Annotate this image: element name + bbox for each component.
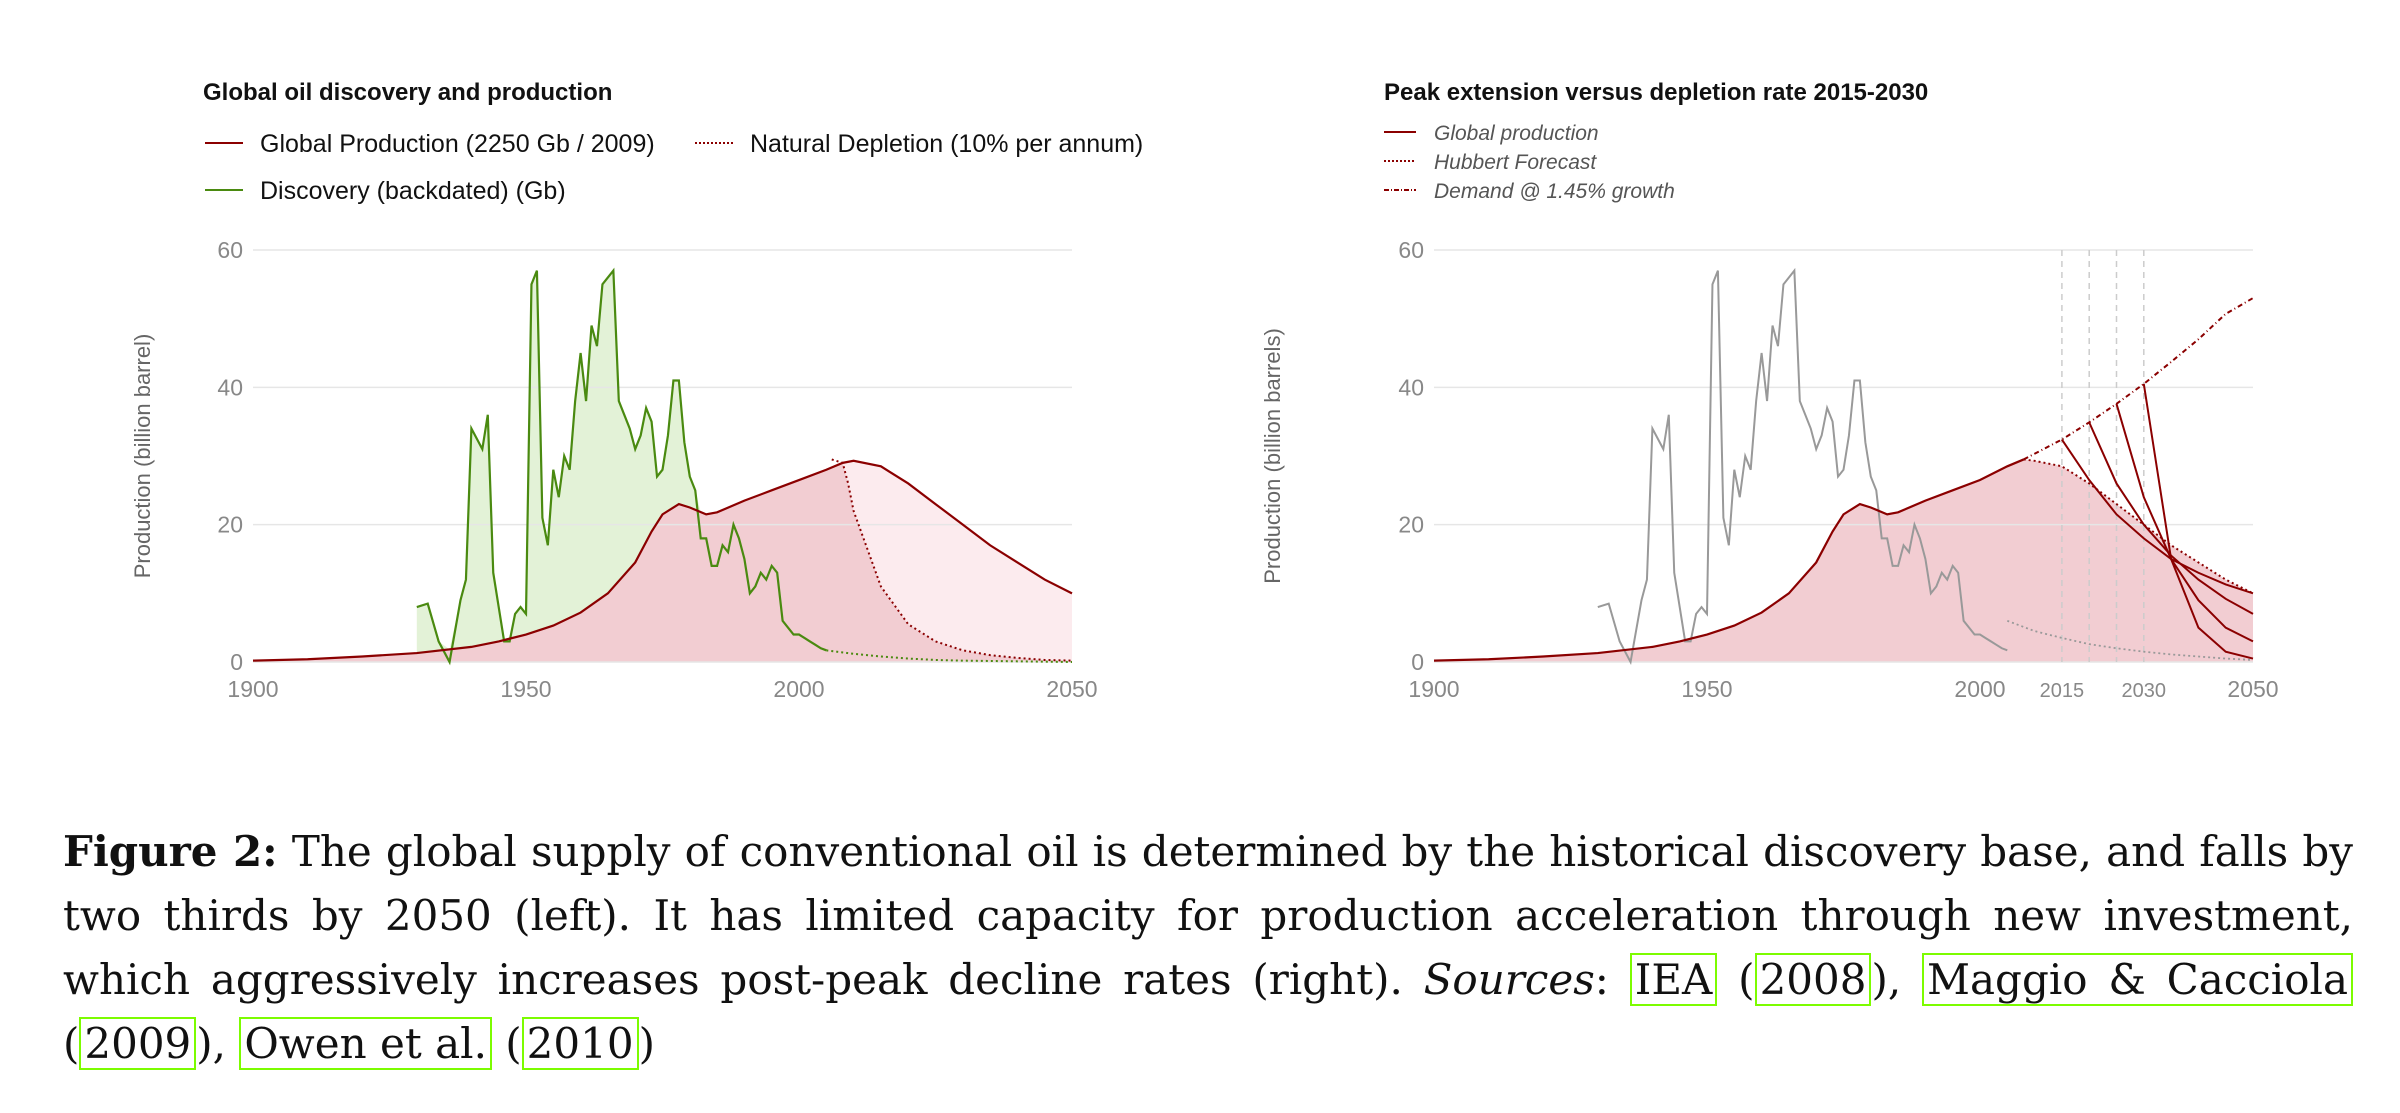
cite-iea-year[interactable]: 2008 xyxy=(1754,953,1872,1006)
post-peak-extension-area xyxy=(831,459,1072,661)
legend-label: Global Production (2250 Gb / 2009) xyxy=(260,130,655,158)
y-axis-label: Production (billion barrels) xyxy=(1260,328,1285,584)
y-axis-label: Production (billion barrel) xyxy=(130,334,155,579)
demand-line xyxy=(2023,297,2254,461)
cite-owen-year[interactable]: 2010 xyxy=(521,1017,639,1070)
x-tick-label: 2050 xyxy=(1046,676,1097,702)
y-tick-label: 0 xyxy=(1411,649,1424,675)
caption-text: The global supply of conventional oil is… xyxy=(63,827,2353,1004)
legend-label: Hubbert Forecast xyxy=(1434,151,1597,174)
cite-iea[interactable]: IEA xyxy=(1629,953,1718,1006)
legend-label: Global production xyxy=(1434,122,1599,145)
y-tick-label: 60 xyxy=(217,237,243,263)
discovery-tail-line xyxy=(2006,619,2254,661)
figure-charts: 0 20 40 60 1900 1950 2000 2050 Production (billi… xyxy=(130,79,2279,702)
chart-title: Peak extension versus depletion rate 201… xyxy=(1384,79,1928,106)
sources-label: Sources xyxy=(1423,955,1595,1004)
x-tick-label: 1950 xyxy=(500,676,551,702)
caption-sep: : xyxy=(1594,955,1630,1004)
paren: ) xyxy=(638,1019,655,1068)
caption-label: Figure 2: xyxy=(63,827,278,876)
y-tick-label: 20 xyxy=(217,512,243,538)
cite-maggio-year[interactable]: 2009 xyxy=(79,1017,197,1070)
x-tick-label: 2000 xyxy=(773,676,824,702)
y-tick-label: 20 xyxy=(1398,512,1424,538)
extension-decline-line xyxy=(2142,383,2254,660)
paren: ), xyxy=(1871,955,1923,1004)
chart-title: Global oil discovery and production xyxy=(203,79,612,106)
y-tick-label: 40 xyxy=(217,374,243,400)
paren: ), xyxy=(196,1019,240,1068)
cite-owen[interactable]: Owen et al. xyxy=(239,1017,492,1070)
legend-label: Natural Depletion (10% per annum) xyxy=(750,130,1143,158)
cite-maggio-cacciola[interactable]: Maggio & Cacciola xyxy=(1922,953,2353,1006)
left-chart: 0 20 40 60 1900 1950 2000 2050 Production (billi… xyxy=(130,79,1143,702)
paren: ( xyxy=(1717,955,1755,1004)
global-production-line xyxy=(1433,458,2025,662)
y-tick-label: 60 xyxy=(1398,237,1424,263)
x-tick-label: 2030 xyxy=(2122,680,2167,702)
x-tick-label: 2050 xyxy=(2227,676,2278,702)
right-chart: 0 20 40 60 1900 1950 2000 2015 2030 2050 Productio… xyxy=(1260,79,2279,702)
paren: ( xyxy=(491,1019,522,1068)
production-line xyxy=(252,459,1073,662)
paren: ( xyxy=(63,1019,80,1068)
discovery-line xyxy=(1597,267,2008,666)
production-area xyxy=(1434,459,2253,662)
x-tick-label: 1900 xyxy=(227,676,278,702)
discovery-tail-line xyxy=(826,649,1073,663)
y-tick-label: 40 xyxy=(1398,374,1424,400)
extension-decline-line xyxy=(2115,403,2254,643)
x-tick-label: 1950 xyxy=(1681,676,1732,702)
figure-caption: Figure 2: The global supply of conventio… xyxy=(63,820,2353,1076)
legend-label: Demand @ 1.45% growth xyxy=(1434,180,1675,203)
legend-label: Discovery (backdated) (Gb) xyxy=(260,177,566,205)
discovery-area xyxy=(416,270,1072,654)
y-tick-label: 0 xyxy=(230,649,243,675)
x-tick-label: 2000 xyxy=(1954,676,2005,702)
x-tick-label: 2015 xyxy=(2040,680,2085,702)
production-area xyxy=(253,462,1072,662)
x-tick-label: 1900 xyxy=(1408,676,1459,702)
discovery-line xyxy=(416,267,827,666)
extension-decline-line xyxy=(2061,438,2254,595)
